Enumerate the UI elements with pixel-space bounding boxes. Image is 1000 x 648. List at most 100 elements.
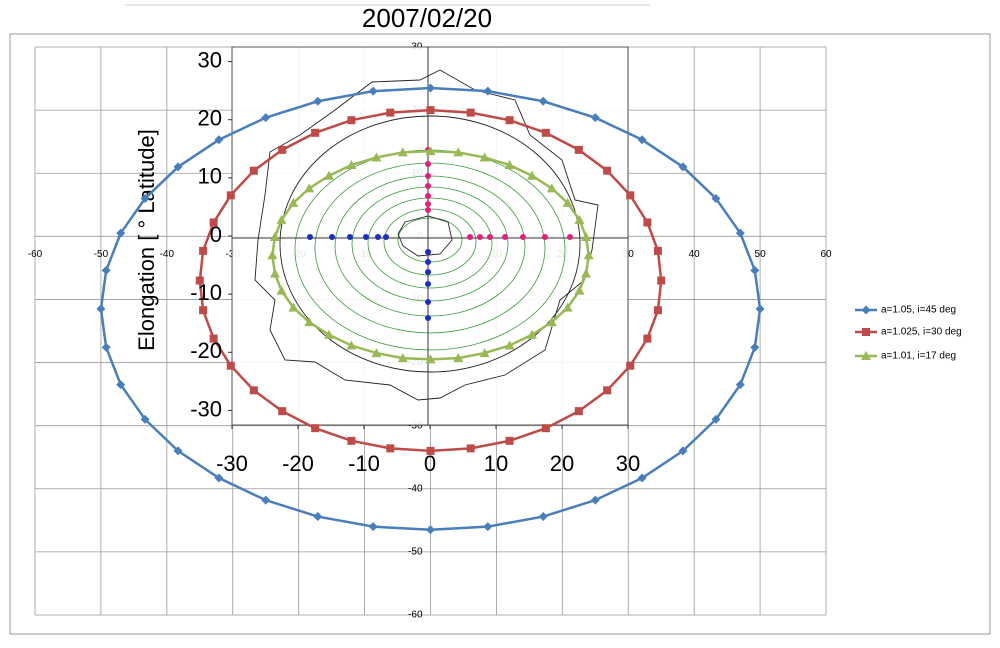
marker (750, 342, 760, 352)
x-tick-label: -50 (94, 249, 109, 260)
marker (397, 353, 408, 363)
marker (603, 386, 612, 395)
marker (323, 170, 334, 180)
legend: a=1.05, i=45 deg a=1.025, i=30 deg a=1.01,… (855, 305, 962, 362)
marker (590, 495, 600, 505)
marker (527, 329, 538, 339)
marker (249, 386, 258, 395)
marker (116, 380, 126, 390)
marker (278, 145, 287, 154)
inset-x-tick-label: 20 (550, 451, 574, 476)
dots (307, 234, 431, 321)
marker (173, 446, 183, 456)
marker (574, 285, 585, 295)
marker (347, 436, 356, 445)
marker (269, 231, 280, 241)
marker (426, 83, 435, 93)
marker (541, 424, 550, 433)
inset-x-tick-label: 30 (616, 451, 640, 476)
marker (173, 162, 183, 172)
marker (479, 348, 490, 358)
y-tick-label: -50 (408, 547, 423, 558)
inset-x-tick-label: -20 (282, 451, 314, 476)
y-tick-label: -40 (408, 483, 423, 494)
outline-contours (254, 69, 599, 401)
y-axis-label: Elongation [ ° Latitude] (134, 129, 159, 351)
inset-y-tick-label: 20 (198, 106, 222, 131)
marker (304, 317, 315, 327)
marker (479, 152, 490, 162)
marker (581, 268, 592, 278)
marker (637, 135, 647, 145)
marker (657, 276, 666, 285)
marker (538, 96, 548, 106)
marker (116, 228, 126, 238)
inset-x-tick-label: -10 (348, 451, 380, 476)
y-tick-label: -60 (408, 610, 423, 621)
marker (466, 444, 475, 453)
marker (541, 128, 550, 137)
marker (562, 302, 573, 312)
marker (527, 170, 538, 180)
x-tick-label: -60 (28, 249, 43, 260)
marker (397, 147, 408, 157)
y-tick-label: -30 (408, 420, 423, 431)
marker (678, 446, 688, 456)
x-tick-label: 50 (755, 249, 767, 260)
marker (425, 146, 436, 156)
inset-y-tick-label: -20 (190, 338, 222, 363)
inset-y-tick-label: -30 (190, 396, 222, 421)
marker (269, 268, 280, 278)
marker (483, 522, 493, 532)
marker (313, 96, 323, 106)
legend-label: a=1.05, i=45 deg (881, 305, 956, 316)
chart-title: 2007/02/20 (362, 3, 492, 33)
marker (735, 228, 745, 238)
marker (386, 444, 395, 453)
marker (426, 525, 435, 535)
marker (311, 128, 320, 137)
marker (626, 361, 635, 370)
marker (249, 166, 258, 175)
marker (199, 246, 208, 255)
marker (214, 135, 224, 145)
marker (426, 446, 435, 455)
marker (311, 424, 320, 433)
inset-x-tick-label: 10 (484, 451, 508, 476)
marker (288, 197, 299, 207)
marker (304, 183, 315, 193)
x-tick-label: 60 (820, 249, 832, 260)
legend-label: a=1.025, i=30 deg (881, 327, 962, 338)
marker (313, 512, 323, 522)
marker (386, 108, 395, 117)
marker (603, 166, 612, 175)
marker (346, 340, 357, 350)
legend-marker (862, 328, 870, 336)
marker (755, 304, 765, 314)
marker (209, 218, 218, 227)
inset-x-tick-label: -30 (216, 451, 248, 476)
marker (504, 160, 515, 170)
marker (546, 183, 557, 193)
marker (546, 317, 557, 327)
series-layer (96, 83, 765, 535)
marker (96, 304, 106, 314)
marker (261, 113, 271, 123)
marker (426, 106, 435, 115)
marker (643, 334, 652, 343)
marker (267, 250, 278, 260)
inset-y-tick-label: -10 (190, 280, 222, 305)
marker (466, 108, 475, 117)
marker (711, 193, 721, 203)
inset-y-tick-label: 10 (198, 164, 222, 189)
marker (276, 285, 287, 295)
marker (195, 276, 204, 285)
marker (226, 361, 235, 370)
inset-y-tick-label: 30 (198, 47, 222, 72)
marker (101, 342, 111, 352)
marker (276, 214, 287, 224)
x-tick-label: 40 (689, 249, 701, 260)
marker (574, 214, 585, 224)
marker (483, 86, 493, 96)
